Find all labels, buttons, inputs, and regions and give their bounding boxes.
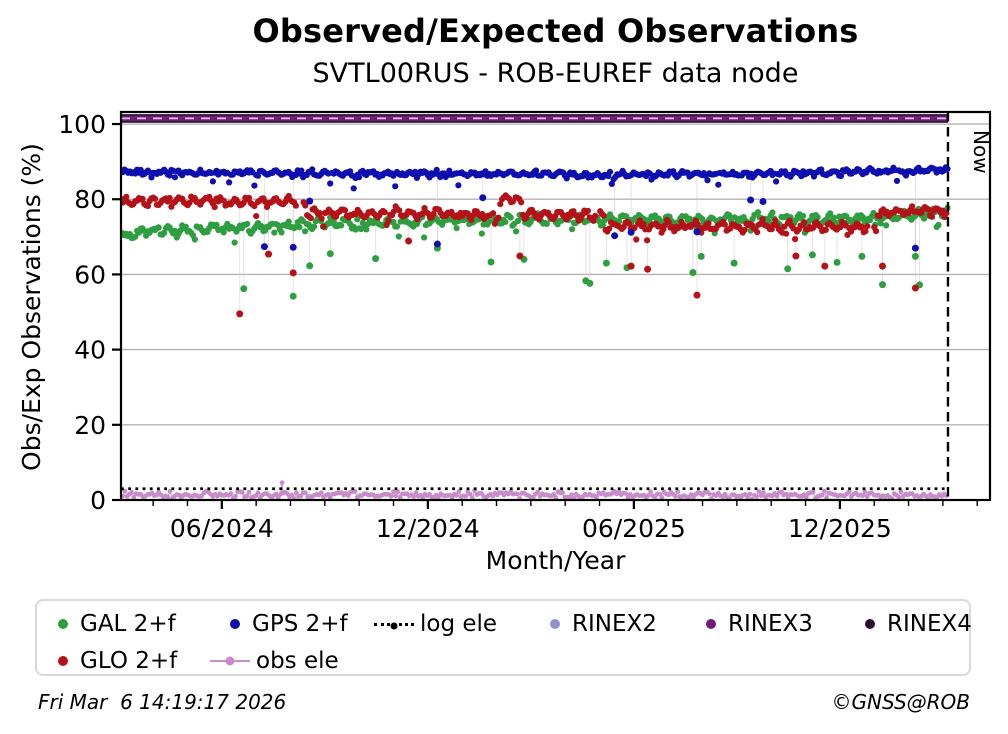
y-tick-label-0: 0 [90,486,106,515]
legend-item-gal-2-f: GAL 2+f [50,610,176,638]
legend-label: RINEX4 [887,611,972,637]
outlier-point [808,251,816,259]
outlier-point [911,244,919,252]
outlier-point [586,279,594,287]
series-gps-2-f [121,164,951,252]
legend-label: GPS 2+f [252,611,348,637]
outlier-point [289,243,297,251]
legend-item-log-ele: log ele [374,610,497,638]
outlier-point [326,250,334,258]
outlier-point [265,250,272,258]
legend-item-obs-ele: obs ele [210,647,339,675]
legend-line-dot-marker [210,656,250,666]
plot-frame [119,110,992,502]
series-glo-2-f [121,192,950,318]
outlier-point [792,252,800,260]
legend-dot-marker [58,656,68,666]
outlier-point [260,243,268,251]
outlier-point [240,285,248,293]
x-tick-label-12-2025: 12/2025 [788,514,892,543]
legend-label: log ele [420,611,498,637]
legend-label: obs ele [256,648,339,674]
legend-dot-marker [58,619,68,629]
x-axis-label: Month/Year [485,546,626,575]
outlier-point [911,284,919,292]
outlier-point [784,265,792,273]
outlier-point [879,281,886,289]
x-tick-label-12-2024: 12/2024 [376,514,480,543]
outlier-point [730,259,738,267]
outlier-point [693,228,701,236]
outlier-point [516,252,524,260]
outlier-point [697,252,705,260]
outlier-point [306,197,314,205]
outlier-point [747,196,755,204]
data-series-layer [121,114,951,500]
outlier-point [289,269,297,277]
outlier-point [602,259,610,267]
legend-dotted-line-marker [374,622,414,629]
x-tick-label-06-2024: 06/2024 [170,514,274,543]
y-tick-label-40: 40 [74,336,106,365]
outlier-point [759,198,767,205]
outlier-point [479,194,487,202]
legend-label: GLO 2+f [80,648,178,674]
outlier-point [405,237,413,245]
chart-subtitle: SVTL00RUS - ROB-EUREF data node [312,58,799,89]
outlier-point [627,262,635,270]
legend-label: RINEX2 [572,611,657,637]
outlier-point [821,262,829,270]
outlier-point [689,269,697,276]
legend-dot-marker [550,619,560,629]
outlier-point [611,232,619,240]
outlier-point [644,265,652,273]
outlier-point [236,310,244,318]
legend-item-gps-2-f: GPS 2+f [222,610,348,638]
legend-dot-marker [230,619,240,629]
legend-item-rinex2: RINEX2 [542,610,657,638]
outlier-point [833,258,841,266]
outlier-point [858,252,866,260]
outlier-point [627,228,635,236]
legend-dot-marker [706,619,716,629]
legend-item-glo-2-f: GLO 2+f [50,647,177,675]
x-tick-label-06-2025: 06/2025 [582,514,686,543]
legend-label: RINEX3 [728,611,813,637]
outlier-point [693,291,701,299]
y-tick-label-20: 20 [74,411,106,440]
outlier-point [433,240,441,248]
y-tick-label-60: 60 [74,260,106,289]
legend-item-rinex3: RINEX3 [698,610,813,638]
outlier-point [289,292,297,300]
y-tick-label-100: 100 [58,110,106,139]
chart-title: Observed/Expected Observations [252,12,859,50]
outlier-point [306,262,314,270]
timestamp-text: Fri Mar 6 14:19:17 2026 [38,690,287,714]
outlier-point [372,255,380,263]
y-tick-label-80: 80 [74,185,106,214]
outlier-point [487,258,495,266]
legend-item-rinex4: RINEX4 [857,610,972,638]
legend-label: GAL 2+f [80,611,176,637]
outlier-point [879,262,886,270]
legend-dot-marker [865,619,875,629]
chart-legend: GAL 2+f GPS 2+f log ele RINEX2 RINEX3 RINEX4 G… [35,599,972,676]
outlier-point [911,252,919,260]
copyright-text: ©GNSS@ROB [831,690,971,714]
